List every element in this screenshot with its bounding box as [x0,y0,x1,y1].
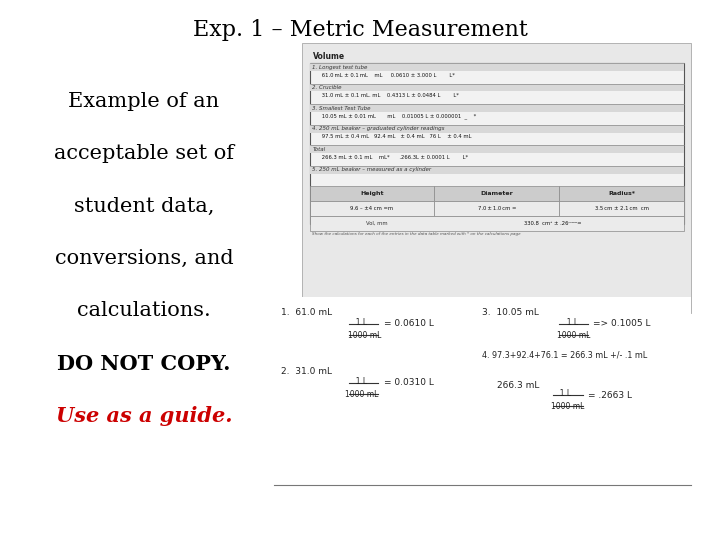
Text: 266.3 mL ± 0.1 mL    mL*      .266.3L ± 0.0001 L        L*: 266.3 mL ± 0.1 mL mL* .266.3L ± 0.0001 L… [312,154,469,160]
Text: Show the calculations for each of the entries in the data table marked with * on: Show the calculations for each of the en… [312,232,521,236]
Text: 266.3 mL: 266.3 mL [497,381,539,390]
Text: 1000 mL: 1000 mL [551,402,584,411]
Text: 1. Longest test tube: 1. Longest test tube [312,65,368,70]
Text: 1.  61.0 mL: 1. 61.0 mL [281,308,332,317]
Bar [310,84,684,91]
Bar [310,104,684,112]
Text: 10.05 mL ± 0.01 mL       mL    0.01005 L ± 0.000001  _    *: 10.05 mL ± 0.01 mL mL 0.01005 L ± 0.0000… [312,113,477,119]
Text: Height: Height [360,191,384,197]
Bar [310,216,684,231]
Bar [310,63,684,224]
Text: Volume: Volume [313,52,346,62]
Text: 31.0 mL ± 0.1 mL. mL    0.4313 L ± 0.0484 L        L*: 31.0 mL ± 0.1 mL. mL 0.4313 L ± 0.0484 L… [312,93,459,98]
Bar [559,186,684,201]
Text: 4. 250 mL beaker – graduated cylinder readings: 4. 250 mL beaker – graduated cylinder re… [312,126,445,131]
Bar [310,63,684,71]
Text: Example of an: Example of an [68,92,220,111]
Text: 2.  31.0 mL: 2. 31.0 mL [281,367,332,376]
Bar [434,201,559,216]
Bar [559,201,684,216]
Text: 3. Smallest Test Tube: 3. Smallest Test Tube [312,106,371,111]
Text: 1000 mL: 1000 mL [348,331,381,340]
Bar [310,166,684,173]
Text: 61.0 mL ± 0.1 mL    mL     0.0610 ± 3.000 L        L*: 61.0 mL ± 0.1 mL mL 0.0610 ± 3.000 L L* [312,72,455,78]
Text: 5. 250 mL beaker – measured as a cylinder: 5. 250 mL beaker – measured as a cylinde… [312,167,431,172]
Text: DO NOT COPY.: DO NOT COPY. [58,354,230,374]
Bar [310,201,434,216]
Text: student data,: student data, [74,197,214,215]
Text: calculations.: calculations. [77,301,211,320]
Text: 1000 mL: 1000 mL [345,390,378,400]
Bar [274,297,691,491]
Text: 9.6 – ±4 cm =m: 9.6 – ±4 cm =m [351,206,394,211]
Text: Use as a guide.: Use as a guide. [55,406,233,426]
Bar [310,125,684,132]
Text: 1 L: 1 L [351,318,367,327]
Bar [310,145,684,153]
Text: Radius*: Radius* [608,191,635,197]
Text: => 0.1005 L: => 0.1005 L [593,319,650,328]
Text: 2. Crucible: 2. Crucible [312,85,342,90]
Text: Vol, mm: Vol, mm [366,221,388,226]
Text: 4. 97.3+92.4+76.1 = 266.3 mL +/- .1 mL: 4. 97.3+92.4+76.1 = 266.3 mL +/- .1 mL [482,351,648,360]
Text: Total: Total [312,147,325,152]
Text: 1 L: 1 L [351,377,367,386]
Text: 3.  10.05 mL: 3. 10.05 mL [482,308,539,317]
Text: = .2663 L: = .2663 L [588,392,632,401]
Text: 3.5 cm ± 2.1 cm  cm: 3.5 cm ± 2.1 cm cm [595,206,649,211]
Text: 7.0 ± 1.0 cm =: 7.0 ± 1.0 cm = [477,206,516,211]
Text: 1000 mL: 1000 mL [557,331,590,340]
Text: conversions, and: conversions, and [55,249,233,268]
Text: acceptable set of: acceptable set of [54,144,234,163]
Text: = 0.0310 L: = 0.0310 L [384,378,433,387]
Bar [434,186,559,201]
Bar [302,43,691,313]
Text: 1 L: 1 L [555,389,571,398]
Text: = 0.0610 L: = 0.0610 L [384,319,433,328]
Text: Exp. 1 – Metric Measurement: Exp. 1 – Metric Measurement [192,19,528,41]
Text: 330.8  cm³ ± .26ᵐᵐ²=: 330.8 cm³ ± .26ᵐᵐ²= [524,221,582,226]
Text: 97.5 mL ± 0.4 mL   92.4 mL   ± 0.4 mL   76 L    ± 0.4 mL: 97.5 mL ± 0.4 mL 92.4 mL ± 0.4 mL 76 L ±… [312,134,472,139]
Bar [310,186,434,201]
Text: Diameter: Diameter [480,191,513,197]
Text: 1 L: 1 L [562,318,577,327]
